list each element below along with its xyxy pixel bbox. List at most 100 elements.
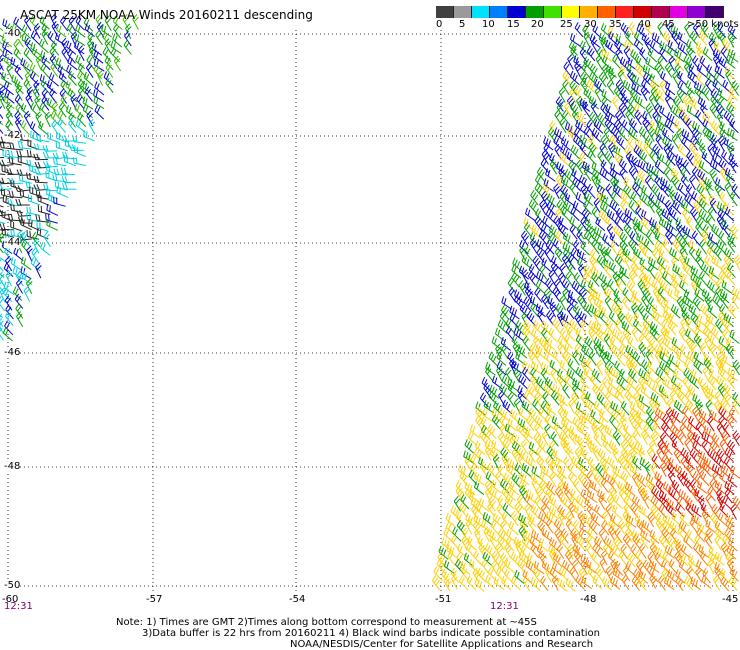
wind-barb: [538, 336, 548, 352]
wind-barb: [0, 221, 6, 224]
wind-barb: [0, 258, 4, 272]
wind-barb: [582, 161, 593, 175]
wind-barb: [632, 533, 641, 550]
wind-barb: [526, 310, 536, 326]
wind-barb: [714, 565, 723, 582]
wind-barb: [663, 297, 674, 312]
wind-barb: [551, 561, 562, 576]
wind-barb: [678, 488, 689, 503]
wind-barb: [706, 71, 717, 86]
wind-barb: [595, 462, 604, 479]
wind-barb: [558, 431, 569, 446]
wind-barb: [593, 341, 601, 358]
wind-barb: [556, 373, 565, 389]
map-title: ASCAT 25KM NOAA Winds 20160211 descendin…: [20, 8, 313, 22]
wind-barb: [97, 70, 104, 87]
wind-barb: [664, 81, 676, 96]
wind-barb: [519, 245, 527, 262]
wind-barb: [699, 550, 709, 567]
wind-barb: [483, 382, 492, 399]
wind-barb: [621, 320, 632, 336]
wind-barb: [617, 310, 626, 327]
wind-barb: [593, 431, 603, 448]
wind-barb: [0, 159, 14, 167]
wind-barb: [504, 542, 513, 558]
wind-barb: [595, 327, 605, 343]
wind-barb: [623, 222, 632, 239]
wind-barb: [617, 69, 625, 85]
wind-barb: [534, 422, 542, 438]
colorbar-segment: [436, 6, 454, 18]
wind-barb: [692, 406, 701, 422]
wind-barb: [496, 351, 507, 366]
wind-barb: [652, 286, 661, 302]
wind-barb: [677, 41, 688, 56]
wind-barb: [725, 518, 735, 534]
wind-barb: [0, 93, 6, 109]
wind-barb: [59, 16, 69, 32]
wind-barb: [537, 520, 546, 536]
wind-barb: [600, 159, 610, 175]
wind-barb: [518, 407, 529, 422]
wind-barb: [0, 27, 4, 32]
wind-barb: [643, 141, 651, 158]
wind-barb: [630, 261, 639, 278]
wind-barb: [521, 535, 532, 551]
wind-barb: [94, 81, 105, 96]
wind-barb: [692, 55, 701, 71]
wind-barb: [584, 497, 595, 511]
wind-barb: [490, 520, 500, 536]
wind-barb: [497, 319, 508, 334]
wind-barb: [698, 198, 708, 214]
wind-barb: [645, 349, 653, 365]
wind-barb: [632, 181, 641, 197]
wind-barb: [0, 122, 4, 126]
wind-barb: [695, 248, 705, 264]
wind-barb: [580, 279, 591, 294]
wind-barb: [511, 360, 522, 374]
wind-barb: [702, 111, 713, 126]
wind-barb: [559, 191, 568, 207]
wind-barb: [549, 462, 559, 478]
wind-barb: [714, 526, 725, 542]
wind-barb: [499, 310, 509, 326]
wind-barb: [511, 447, 520, 464]
wind-barb: [693, 358, 703, 374]
wind-barb: [513, 367, 522, 384]
wind-barb: [548, 505, 560, 520]
wind-barb: [580, 375, 591, 390]
wind-barb: [575, 119, 586, 134]
wind-barb: [77, 45, 85, 61]
wind-barb: [670, 304, 681, 319]
wind-barb: [729, 118, 739, 134]
wind-barb: [677, 80, 688, 96]
wind-barb: [566, 543, 575, 560]
wind-barb: [620, 190, 630, 206]
wind-barb: [574, 22, 584, 38]
wind-barb: [124, 30, 132, 47]
wind-barb: [593, 400, 604, 416]
wind-barb: [491, 439, 502, 454]
wind-barb: [709, 512, 719, 528]
wind-barb: [2, 40, 13, 55]
wind-barb: [687, 384, 697, 400]
wind-barb: [38, 121, 49, 136]
wind-barb: [538, 537, 549, 552]
wind-barb: [716, 375, 727, 390]
colorbar-segment: [652, 6, 670, 18]
wind-barb: [588, 519, 598, 535]
wind-barb: [505, 463, 516, 478]
wind-barb: [438, 545, 449, 560]
wind-barb: [485, 366, 494, 382]
wind-barb: [647, 47, 658, 63]
wind-barb: [559, 263, 567, 279]
wind-barb: [623, 176, 634, 191]
wind-barb: [696, 279, 706, 294]
wind-barb: [628, 238, 637, 254]
wind-barb: [620, 22, 630, 38]
wind-barb: [566, 368, 577, 383]
colorbar-label: 0: [436, 19, 443, 30]
wind-barb: [648, 559, 660, 574]
wind-barb: [548, 495, 559, 510]
wind-barb: [668, 559, 678, 575]
